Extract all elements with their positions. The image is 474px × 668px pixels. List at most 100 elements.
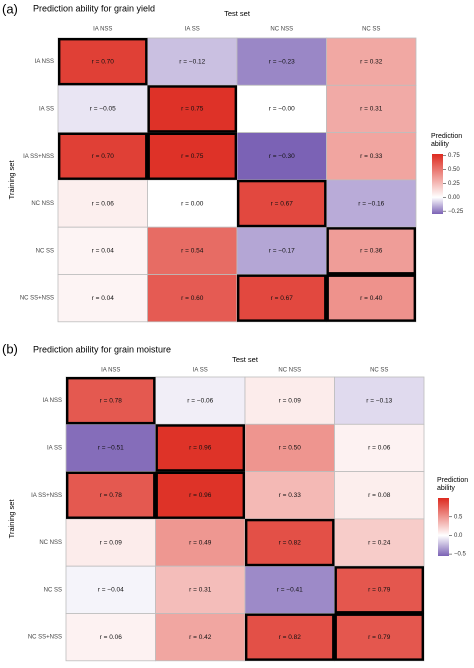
- legend-tick-label: 0.75: [448, 153, 460, 159]
- y-tick-label: NC SS: [44, 587, 62, 593]
- y-tick-label: NC SS: [36, 248, 54, 254]
- heatmap-cell: [65, 613, 156, 662]
- heatmap-cell: [244, 613, 335, 662]
- highlight-outline: [236, 179, 327, 228]
- cell-value-label: r = 0.70: [92, 153, 115, 160]
- legend-colorbar: [432, 154, 443, 214]
- cell-value-label: r = 0.75: [181, 106, 204, 113]
- heatmap-cell: [65, 518, 156, 567]
- highlight-outline: [236, 274, 327, 322]
- heatmap-cell: [147, 37, 238, 86]
- y-tick-label: NC SS+NSS: [20, 296, 54, 302]
- chart-title: Prediction ability for grain yield: [33, 3, 155, 13]
- cell-value-label: r = −0.13: [366, 397, 392, 404]
- cell-value-label: r = −0.17: [269, 248, 295, 255]
- heatmap-cell: [334, 376, 425, 425]
- cell-value-label: r = 0.33: [279, 492, 302, 499]
- y-tick-label: IA SS+NSS: [23, 154, 54, 160]
- heatmap-cell: [57, 274, 148, 323]
- highlight-outline: [58, 38, 148, 86]
- legend-title: ability: [431, 141, 449, 148]
- heatmap-cell: [244, 518, 335, 567]
- cell-value-label: r = 0.31: [189, 587, 212, 594]
- legend-tick-label: 0.50: [448, 167, 460, 173]
- cell-value-label: r = −0.41: [277, 587, 303, 594]
- heatmap-cell: [244, 565, 335, 614]
- heatmap-cell: [147, 84, 238, 134]
- legend-tick-label: −0.5: [454, 552, 467, 558]
- y-tick-label: IA SS+NSS: [31, 493, 62, 499]
- x-tick-label: IA NSS: [101, 368, 120, 374]
- cell-value-label: r = 0.06: [100, 634, 123, 641]
- cell-value-label: r = 0.06: [92, 200, 115, 207]
- cell-value-label: r = 0.54: [181, 248, 204, 255]
- heatmap-cell: [244, 423, 335, 472]
- cell-value-label: r = −0.06: [187, 397, 213, 404]
- heatmap-cell: [57, 84, 148, 134]
- cell-value-label: r = 0.42: [189, 634, 212, 641]
- cell-value-label: r = 0.78: [100, 397, 123, 404]
- heatmap-panel-a: (a) Prediction ability for grain yield Tes…: [2, 1, 464, 323]
- heatmap-cell: [326, 226, 417, 275]
- highlight-outline: [147, 85, 237, 133]
- cell-value-label: r = 0.96: [189, 445, 212, 452]
- legend-tick-label: 0.0: [454, 533, 463, 539]
- heatmap-cell: [147, 226, 238, 275]
- heatmap-cell: [236, 274, 327, 323]
- chart-title: Prediction ability for grain moisture: [33, 344, 171, 354]
- highlight-outline: [334, 566, 425, 614]
- cell-value-label: r = 0.36: [360, 248, 383, 255]
- heatmap-cell: [334, 518, 425, 567]
- cell-value-label: r = 0.00: [181, 200, 204, 207]
- legend-title: Prediction: [437, 477, 468, 484]
- heatmap-cell: [236, 37, 327, 86]
- cell-value-label: r = −0.16: [358, 200, 384, 207]
- x-axis-title: Test set: [232, 355, 259, 364]
- cell-value-label: r = 0.31: [360, 106, 383, 113]
- panel-letter: (a): [2, 1, 18, 16]
- cell-value-label: r = 0.79: [368, 634, 391, 641]
- highlight-outline: [58, 132, 148, 180]
- heatmap-cell: [326, 84, 417, 134]
- cell-value-label: r = 0.04: [92, 248, 115, 255]
- legend-tick-label: −0.25: [448, 209, 464, 215]
- heatmap-cell: [334, 471, 425, 520]
- y-tick-label: IA SS: [39, 107, 54, 113]
- cell-value-label: r = 0.67: [271, 200, 294, 207]
- cell-value-label: r = 0.78: [100, 492, 123, 499]
- highlight-outline: [65, 471, 156, 519]
- heatmap-cell: [57, 226, 148, 275]
- cell-value-label: r = −0.00: [269, 106, 295, 113]
- cell-value-label: r = 0.24: [368, 539, 391, 546]
- x-tick-label: NC NSS: [278, 368, 301, 374]
- cell-value-label: r = 0.70: [92, 58, 115, 65]
- heatmap-panel-b: (b) Prediction ability for grain moisture…: [2, 341, 468, 662]
- cell-value-label: r = 0.79: [368, 587, 391, 594]
- highlight-outline: [155, 471, 245, 519]
- cell-value-label: r = 0.06: [368, 445, 391, 452]
- cell-value-label: r = 0.96: [189, 492, 212, 499]
- highlight-outline: [326, 227, 417, 275]
- y-tick-label: NC SS+NSS: [28, 635, 62, 641]
- cell-value-label: r = 0.67: [271, 295, 294, 302]
- heatmap-cell: [57, 179, 148, 228]
- x-tick-label: IA SS: [185, 27, 200, 33]
- heatmap-cell: [155, 376, 246, 425]
- cell-value-label: r = 0.82: [279, 539, 302, 546]
- cell-value-label: r = −0.23: [269, 58, 295, 65]
- legend-tick-label: 0.5: [454, 514, 463, 520]
- heatmap-cell: [244, 471, 335, 520]
- cell-value-label: r = 0.60: [181, 295, 204, 302]
- highlight-outline: [65, 377, 156, 425]
- heatmap-cell: [326, 37, 417, 86]
- highlight-outline: [155, 424, 245, 472]
- legend-colorbar: [438, 498, 449, 556]
- highlight-outline: [244, 613, 335, 661]
- cell-value-label: r = −0.04: [98, 587, 124, 594]
- cell-value-label: r = 0.09: [100, 539, 123, 546]
- heatmap-cell: [326, 132, 417, 181]
- x-tick-label: NC NSS: [270, 27, 293, 33]
- panel-letter: (b): [2, 341, 18, 356]
- cell-value-label: r = 0.50: [279, 445, 302, 452]
- cell-value-label: r = 0.40: [360, 295, 383, 302]
